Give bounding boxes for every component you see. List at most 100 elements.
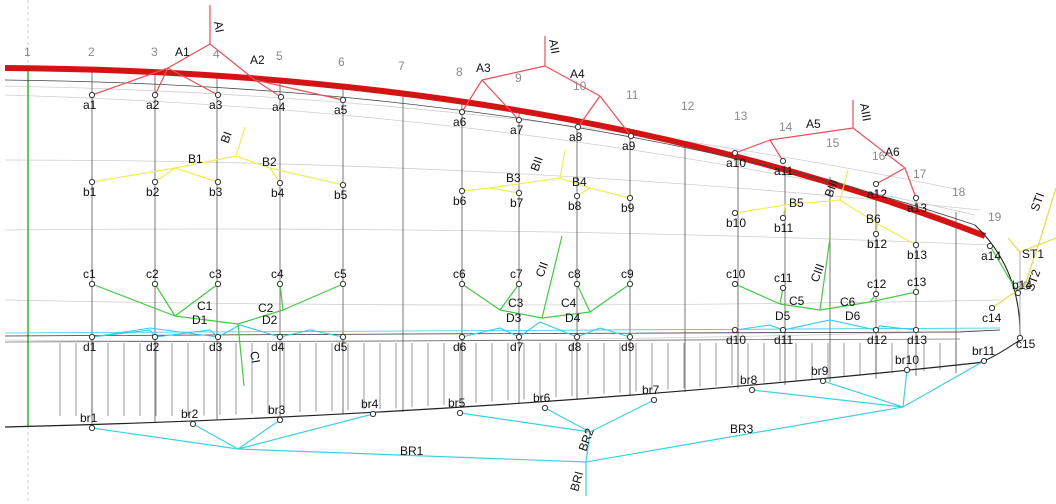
node-label-a3: a3 [209, 98, 223, 112]
tree-a1 [91, 67, 169, 96]
node-br6 [541, 404, 549, 412]
node-label-c6: c6 [453, 267, 466, 281]
group-label-c6: C6 [840, 295, 856, 309]
node-a6 [458, 108, 466, 116]
node-b12 [872, 230, 880, 238]
node-b2 [151, 178, 159, 186]
waterline-curve [4, 85, 961, 191]
column-number-12: 12 [681, 99, 695, 113]
node-label-a4: a4 [272, 100, 286, 114]
column-number-10: 10 [573, 79, 587, 93]
node-d9 [626, 333, 634, 341]
node-a13 [912, 194, 920, 202]
tree-a1 [167, 67, 219, 96]
tree-c4 [541, 311, 591, 319]
node-label-a10: a10 [726, 156, 746, 170]
group-label-c5: C5 [789, 294, 805, 308]
column-number-11: 11 [626, 88, 639, 102]
group-label-bii: BII [528, 154, 546, 173]
node-label-c11: c11 [774, 271, 793, 285]
tree-c4 [589, 283, 631, 313]
node-label-c1: c1 [83, 267, 96, 281]
tree-br2 [544, 407, 591, 433]
tree-b1 [154, 167, 176, 183]
waterline-curve [4, 329, 1001, 342]
node-c10 [731, 280, 739, 288]
node-c2 [151, 280, 159, 288]
node-c6 [458, 280, 466, 288]
node-d7 [515, 333, 523, 341]
node-label-b10: b10 [726, 216, 746, 230]
node-d5 [339, 333, 347, 341]
node-label-c7: c7 [510, 267, 523, 281]
group-label-b4: B4 [572, 175, 587, 189]
node-br9 [819, 377, 827, 385]
group-label-b1: B1 [188, 152, 203, 166]
node-b9 [626, 194, 634, 202]
group-label-d6: D6 [845, 309, 861, 323]
tree-br1 [237, 413, 374, 450]
group-label-d5: D5 [775, 309, 791, 323]
node-label-b3: b3 [209, 185, 223, 199]
node-label-br4: br4 [361, 397, 379, 411]
group-label-aiii: AIII [857, 102, 874, 122]
node-label-b8: b8 [568, 199, 582, 213]
node-label-d13: d13 [907, 333, 927, 347]
group-label-c2: C2 [258, 301, 274, 315]
group-label-ci: CI [247, 350, 263, 364]
node-a5 [339, 96, 347, 104]
node-label-c3: c3 [209, 267, 222, 281]
node-label-b1: b1 [83, 185, 97, 199]
group-label-d3: D3 [506, 311, 522, 325]
tree-a6 [904, 167, 917, 199]
node-d10 [731, 326, 739, 334]
node-b14 [1014, 289, 1022, 297]
node-label-d10: d10 [726, 333, 746, 347]
node-label-d2: d2 [146, 340, 160, 354]
group-label-a5: A5 [806, 117, 821, 131]
node-label-c5: c5 [334, 267, 347, 281]
node-a11 [779, 157, 787, 165]
node-c1 [88, 280, 96, 288]
node-label-a5: a5 [334, 103, 348, 117]
group-label-ai: AI [211, 20, 227, 34]
tree-bii [559, 149, 566, 179]
column-number-4: 4 [213, 47, 220, 61]
node-label-d6: d6 [453, 340, 467, 354]
node-label-c10: c10 [726, 267, 746, 281]
node-label-c14: c14 [982, 311, 1002, 325]
node-label-a8: a8 [569, 130, 583, 144]
node-b6 [458, 187, 466, 195]
hull-outline [4, 65, 1021, 428]
tree-c2 [237, 309, 284, 325]
tree-a6 [852, 127, 906, 169]
node-label-c12: c12 [867, 277, 887, 291]
tree-b5 [734, 204, 786, 214]
node-label-b9: b9 [621, 201, 635, 215]
group-label-bri: BRI [567, 470, 586, 493]
tree-c1 [174, 315, 239, 325]
node-label-c2: c2 [146, 267, 159, 281]
tree-c3 [499, 309, 543, 319]
tree-c1 [91, 283, 176, 317]
column-number-18: 18 [952, 185, 966, 199]
node-label-br8: br8 [740, 373, 758, 387]
group-trees [4, 5, 1056, 496]
deck-cyan-line [4, 327, 1001, 334]
group-label-a2: A2 [250, 53, 265, 67]
tree-br1 [237, 419, 281, 450]
group-label-c4: C4 [561, 296, 577, 310]
tree-br2 [585, 431, 591, 463]
node-b5 [339, 181, 347, 189]
node-d4 [276, 333, 284, 341]
group-label-st1: ST1 [1022, 247, 1044, 261]
node-label-b12: b12 [867, 237, 887, 251]
tree-br3 [902, 360, 985, 408]
tree-b3 [489, 177, 561, 189]
column-number-19: 19 [988, 210, 1002, 224]
tree-a2 [254, 79, 282, 98]
group-label-d4: D4 [565, 311, 581, 325]
node-label-br10: br10 [895, 353, 919, 367]
group-label-c1: C1 [197, 299, 213, 313]
